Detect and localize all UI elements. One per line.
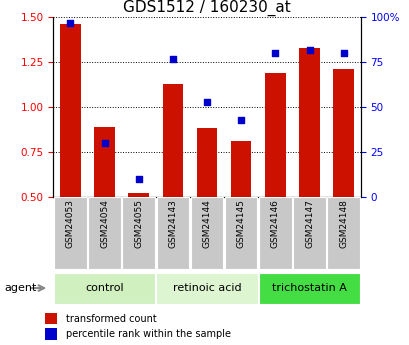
Bar xyxy=(156,273,257,304)
Point xyxy=(272,50,278,56)
Bar xyxy=(156,197,189,269)
Bar xyxy=(327,197,359,269)
Point xyxy=(101,140,108,146)
Text: percentile rank within the sample: percentile rank within the sample xyxy=(66,329,231,339)
Text: transformed count: transformed count xyxy=(66,314,157,324)
Point xyxy=(67,20,74,26)
Text: GSM24053: GSM24053 xyxy=(66,199,75,248)
Point xyxy=(203,99,210,104)
Bar xyxy=(265,73,285,197)
Text: GSM24145: GSM24145 xyxy=(236,199,245,248)
Title: GDS1512 / 160230_at: GDS1512 / 160230_at xyxy=(123,0,290,16)
Point xyxy=(339,50,346,56)
Bar xyxy=(225,197,257,269)
Text: trichostatin A: trichostatin A xyxy=(272,283,346,293)
Bar xyxy=(54,273,155,304)
Bar xyxy=(162,83,183,197)
Bar xyxy=(122,197,155,269)
Bar xyxy=(258,197,291,269)
Text: GSM24148: GSM24148 xyxy=(338,199,347,248)
Bar xyxy=(88,197,121,269)
Bar xyxy=(299,48,319,197)
Text: GSM24147: GSM24147 xyxy=(304,199,313,248)
Bar xyxy=(45,328,56,340)
Point xyxy=(237,117,244,122)
Text: retinoic acid: retinoic acid xyxy=(172,283,241,293)
Bar xyxy=(292,197,325,269)
Bar xyxy=(45,313,56,324)
Bar xyxy=(196,128,217,197)
Text: agent: agent xyxy=(4,283,36,293)
Text: GSM24146: GSM24146 xyxy=(270,199,279,248)
Text: GSM24143: GSM24143 xyxy=(168,199,177,248)
Bar xyxy=(54,197,86,269)
Bar xyxy=(60,24,81,197)
Bar xyxy=(333,69,353,197)
Text: control: control xyxy=(85,283,124,293)
Point xyxy=(306,47,312,52)
Bar xyxy=(230,141,251,197)
Bar xyxy=(258,273,360,304)
Text: GSM24144: GSM24144 xyxy=(202,199,211,248)
Bar xyxy=(128,193,148,197)
Point xyxy=(169,56,176,61)
Bar xyxy=(94,127,115,197)
Text: GSM24055: GSM24055 xyxy=(134,199,143,248)
Point xyxy=(135,176,142,181)
Text: GSM24054: GSM24054 xyxy=(100,199,109,248)
Bar xyxy=(190,197,223,269)
